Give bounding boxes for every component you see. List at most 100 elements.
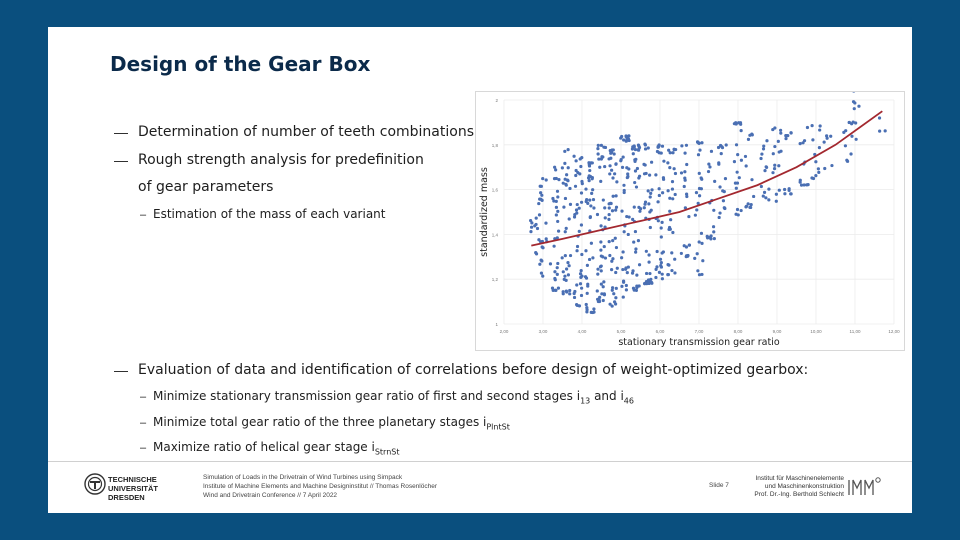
scatter-point — [621, 295, 625, 299]
scatter-point — [799, 183, 804, 187]
scatter-point — [602, 280, 606, 284]
scatter-point — [601, 298, 605, 303]
scatter-point — [534, 251, 538, 255]
scatter-point — [693, 256, 697, 260]
scatter-point — [599, 179, 603, 183]
scatter-point — [666, 161, 670, 165]
scatter-point — [673, 257, 677, 261]
scatter-point — [614, 194, 618, 198]
scatter-point — [660, 251, 664, 255]
scatter-point — [607, 217, 611, 221]
scatter-point — [562, 205, 566, 209]
scatter-point — [537, 213, 542, 217]
scatter-point — [760, 152, 764, 156]
scatter-point — [578, 157, 582, 161]
scatter-point — [553, 165, 557, 169]
scatter-point — [556, 261, 560, 266]
scatter-point — [620, 284, 624, 288]
scatter-point — [625, 175, 629, 180]
scatter-point — [648, 280, 652, 284]
scatter-point — [567, 264, 571, 268]
subscript: StrnSt — [374, 447, 400, 457]
scatter-point — [557, 178, 561, 182]
scatter-point — [529, 230, 533, 234]
scatter-point — [696, 269, 700, 273]
scatter-point — [567, 217, 571, 221]
scatter-point — [610, 259, 614, 263]
scatter-point — [706, 236, 710, 240]
scatter-point — [687, 214, 691, 219]
scatter-point — [708, 165, 712, 169]
scatter-point — [668, 165, 672, 170]
scatter-point — [574, 173, 578, 178]
scatter-point — [578, 272, 583, 276]
bullet-strength-1: Rough strength analysis for predefinitio… — [138, 152, 424, 168]
scatter-point — [580, 252, 584, 257]
scatter-point — [603, 225, 607, 229]
scatter-point — [818, 124, 822, 128]
scatter-point — [632, 144, 636, 148]
scatter-point — [554, 205, 559, 209]
scatter-point — [810, 176, 814, 180]
scatter-point — [627, 167, 631, 171]
institute-line: und Maschinenkonstruktion — [764, 483, 844, 490]
scatter-point — [591, 310, 595, 315]
scatter-point — [596, 272, 600, 276]
scatter-point — [555, 236, 559, 240]
scatter-point — [596, 152, 600, 156]
scatter-point — [647, 253, 651, 257]
scatter-point — [592, 206, 596, 210]
slide: Design of the Gear Box — Determination o… — [48, 27, 912, 513]
scatter-point — [626, 137, 631, 141]
scatter-point — [810, 123, 814, 128]
scatter-point — [614, 245, 619, 250]
scatter-point — [713, 179, 717, 183]
scatter-point — [622, 183, 626, 187]
scatter-point — [573, 184, 578, 188]
scatter-point — [609, 268, 614, 272]
scatter-point — [682, 184, 686, 189]
scatter-point — [657, 187, 661, 191]
scatter-point — [587, 163, 591, 167]
scatter-point — [602, 244, 606, 249]
scatter-point — [644, 171, 648, 176]
scatter-point — [537, 201, 541, 206]
scatter-point — [575, 303, 579, 307]
scatter-point — [565, 178, 570, 182]
scatter-point — [735, 207, 740, 212]
scatter-point — [765, 139, 769, 143]
institute-line: Institut für Maschinenelemente — [755, 475, 844, 482]
scatter-point — [568, 202, 573, 206]
scatter-point — [572, 291, 576, 296]
scatter-point — [650, 160, 654, 164]
scatter-point — [574, 168, 578, 173]
scatter-point — [854, 121, 858, 125]
scatter-point — [644, 271, 649, 276]
scatter-point — [534, 222, 538, 227]
bullet-teeth: Determination of number of teeth combina… — [138, 124, 474, 140]
scatter-point — [669, 218, 673, 222]
scatter-point — [778, 128, 783, 132]
scatter-point — [585, 308, 589, 312]
scatter-point — [667, 227, 671, 232]
scatter-point — [789, 131, 793, 135]
scatter-point — [656, 219, 660, 223]
scatter-point — [850, 134, 854, 138]
scatter-point — [599, 264, 603, 268]
scatter-point — [609, 150, 614, 154]
scatter-point — [611, 194, 615, 198]
scatter-point — [829, 134, 833, 138]
scatter-point — [540, 193, 544, 197]
scatter-point — [611, 239, 615, 243]
y-tick-label: 1,8 — [492, 143, 499, 148]
scatter-point — [670, 251, 674, 255]
scatter-point — [711, 225, 716, 229]
scatter-point — [654, 267, 658, 271]
scatter-point — [625, 271, 629, 275]
scatter-point — [648, 195, 652, 199]
scatter-point — [631, 217, 635, 221]
y-tick-label: 1,6 — [492, 188, 499, 193]
scatter-point — [706, 169, 711, 174]
scatter-point — [679, 251, 683, 256]
scatter-point — [603, 216, 607, 220]
